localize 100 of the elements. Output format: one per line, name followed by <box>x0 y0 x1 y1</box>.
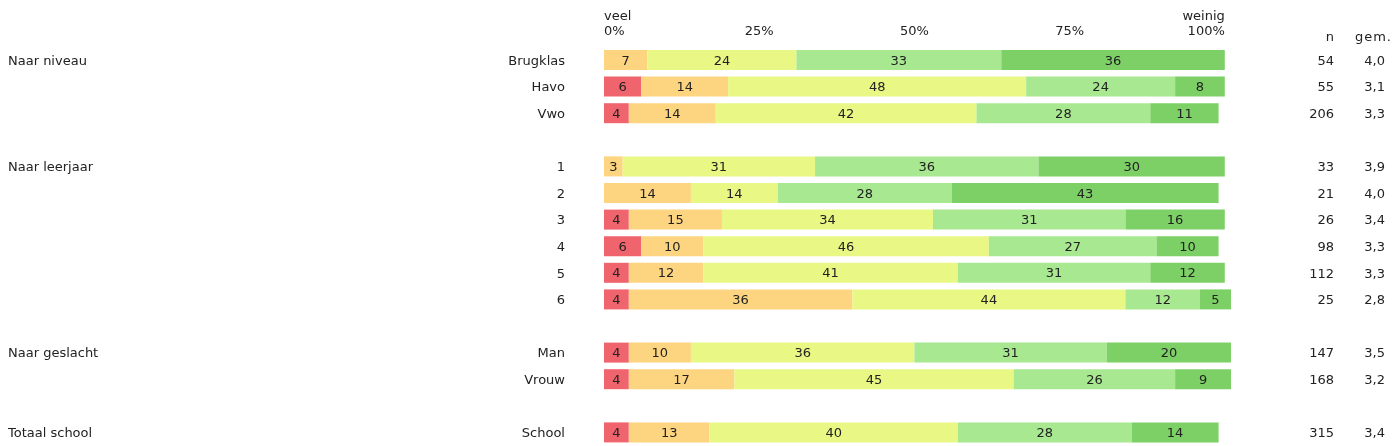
data-label: 43 <box>1076 185 1094 201</box>
text: 147 <box>1309 345 1334 361</box>
text: 2,8 <box>1364 292 1385 308</box>
text: n <box>1325 29 1334 44</box>
data-label: 4 <box>612 345 621 361</box>
data-label: 36 <box>794 345 811 361</box>
x-tick-label: 0% <box>604 23 625 39</box>
data-label: 20 <box>1160 345 1178 361</box>
y-tick-label: 6 <box>556 292 565 308</box>
x-tick-label: 100% <box>1187 23 1225 39</box>
data-label: 30 <box>1123 159 1140 175</box>
text: 3,3 <box>1364 265 1385 281</box>
text: 3,1 <box>1364 79 1385 95</box>
data-label: 4 <box>612 425 621 441</box>
x-tick-label: 25% <box>744 23 774 39</box>
text: 54 <box>1317 52 1334 68</box>
data-label: 24 <box>1092 79 1109 95</box>
y-tick-label: 4 <box>556 239 565 255</box>
data-label: 28 <box>1055 105 1072 121</box>
text: 3,5 <box>1364 345 1385 361</box>
data-label: 13 <box>660 425 678 441</box>
text: 98 <box>1317 239 1334 255</box>
data-label: 16 <box>1166 212 1184 228</box>
data-label: 34 <box>819 212 836 228</box>
text: 25 <box>1317 292 1334 308</box>
data-label: 31 <box>1020 212 1038 228</box>
text: 4,0 <box>1364 185 1385 201</box>
text: 3,4 <box>1364 425 1385 441</box>
y-tick-label: 1 <box>556 159 565 175</box>
data-label: 4 <box>612 371 621 387</box>
text: Naar geslacht <box>8 345 99 361</box>
data-label: 36 <box>1104 52 1122 68</box>
text: 4,0 <box>1364 52 1385 68</box>
text: 3,2 <box>1364 372 1385 388</box>
data-label: 10 <box>664 238 681 254</box>
data-label: 44 <box>980 292 998 308</box>
data-label: 3 <box>609 159 618 175</box>
data-label: 41 <box>822 265 839 281</box>
x-tick-label: 50% <box>899 23 929 39</box>
text: 21 <box>1317 185 1334 201</box>
data-label: 10 <box>1179 238 1196 254</box>
data-label: 7 <box>621 52 630 68</box>
text: 3,9 <box>1364 159 1385 175</box>
data-label: 4 <box>612 265 621 281</box>
data-label: 14 <box>726 185 743 201</box>
text: 26 <box>1317 212 1334 228</box>
data-label: 4 <box>612 212 621 228</box>
text: 3,3 <box>1364 239 1385 255</box>
text: 33 <box>1317 159 1334 175</box>
data-label: 46 <box>837 238 855 254</box>
text: veel <box>604 8 632 23</box>
data-label: 12 <box>657 265 675 281</box>
y-tick-label: Vwo <box>537 106 566 122</box>
data-label: 48 <box>868 79 886 95</box>
text: 3,4 <box>1364 212 1385 228</box>
y-tick-label: Havo <box>531 79 566 95</box>
data-label: 15 <box>667 212 684 228</box>
data-label: 14 <box>664 105 681 121</box>
y-tick-label: 2 <box>556 185 565 201</box>
data-label: 6 <box>618 238 627 254</box>
data-label: 28 <box>856 185 874 201</box>
data-label: 5 <box>1211 292 1220 308</box>
data-label: 6 <box>618 79 627 95</box>
text: 168 <box>1309 372 1334 388</box>
text: Totaal school <box>7 425 93 441</box>
x-tick-label: 75% <box>1055 23 1085 39</box>
data-label: 42 <box>837 105 855 121</box>
data-label: 9 <box>1198 371 1208 387</box>
text: 315 <box>1309 425 1334 441</box>
data-label: 11 <box>1176 105 1193 121</box>
text: 55 <box>1317 79 1334 95</box>
data-label: 24 <box>713 52 731 68</box>
data-label: 17 <box>673 371 690 387</box>
y-tick-label: Man <box>537 345 565 361</box>
data-label: 26 <box>1086 371 1103 387</box>
y-tick-label: 3 <box>556 212 565 228</box>
data-label: 31 <box>710 159 728 175</box>
text: gem. <box>1354 29 1392 44</box>
data-label: 33 <box>890 52 908 68</box>
data-label: 12 <box>1179 265 1196 281</box>
data-label: 31 <box>1002 345 1019 361</box>
y-tick-label: Brugklas <box>508 52 566 68</box>
text: Naar leerjaar <box>8 159 94 175</box>
y-tick-label: 5 <box>556 265 565 281</box>
text: weinig <box>1182 8 1225 23</box>
text: 206 <box>1309 106 1334 122</box>
data-label: 28 <box>1036 425 1054 441</box>
y-tick-label: Vrouw <box>524 372 566 388</box>
data-label: 8 <box>1195 79 1205 95</box>
data-label: 12 <box>1154 292 1171 308</box>
y-tick-label: School <box>521 425 565 441</box>
data-label: 14 <box>1166 425 1184 441</box>
data-label: 27 <box>1064 238 1081 254</box>
data-label: 4 <box>612 105 621 121</box>
data-label: 10 <box>651 345 669 361</box>
text: 112 <box>1309 265 1334 281</box>
text: Naar niveau <box>8 52 87 68</box>
data-label: 36 <box>732 292 749 308</box>
data-label: 31 <box>1045 265 1063 281</box>
data-label: 40 <box>825 425 842 441</box>
